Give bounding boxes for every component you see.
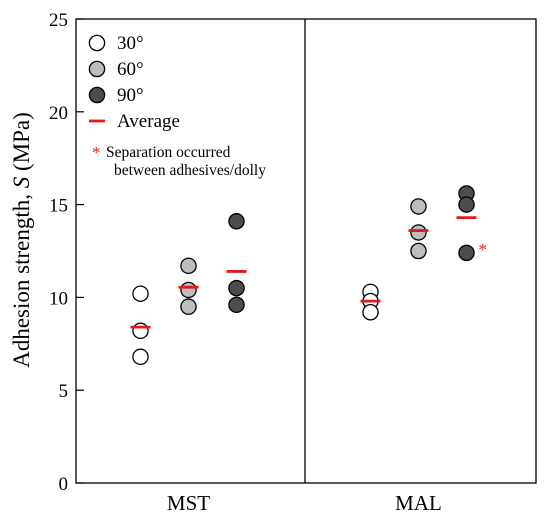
legend-marker <box>88 34 106 52</box>
legend-label: 60° <box>117 59 144 80</box>
y-tick-label: 10 <box>49 288 68 309</box>
legend-label: 90° <box>117 85 144 106</box>
data-point <box>180 298 197 315</box>
data-point <box>132 322 149 340</box>
y-tick-label: 5 <box>59 381 69 402</box>
plot-frame <box>75 18 537 484</box>
x-category-label: MST <box>167 491 210 515</box>
data-point <box>458 244 475 262</box>
data-marks: * <box>130 185 488 366</box>
y-axis-label-variable: S <box>9 176 34 188</box>
data-point <box>228 296 245 314</box>
data-point <box>410 224 427 241</box>
data-point <box>228 213 245 230</box>
y-tick-label: 0 <box>59 474 69 495</box>
data-point <box>132 285 149 302</box>
note-line-2: between adhesives/dolly <box>114 162 266 179</box>
y-axis-label-prefix: Adhesion strength, <box>9 194 34 368</box>
data-point <box>362 303 379 321</box>
data-point <box>410 242 427 260</box>
separation-asterisk: * <box>479 240 488 259</box>
x-axis-categories: MST MAL <box>167 491 442 515</box>
legend-marker <box>88 60 106 78</box>
y-axis-label-unit: (MPa) <box>9 112 34 171</box>
y-axis-label: Adhesion strength, S (MPa) <box>9 112 34 368</box>
legend-marker <box>88 86 106 104</box>
legend-average-label: Average <box>117 111 180 132</box>
y-axis-ticks: 0 5 10 15 20 25 <box>49 10 84 495</box>
y-tick-label: 25 <box>49 10 68 31</box>
data-point <box>132 348 149 366</box>
note-asterisk: * <box>92 143 101 162</box>
x-category-label: MAL <box>395 491 442 515</box>
data-point <box>458 196 475 213</box>
data-point <box>228 279 245 297</box>
data-point <box>410 198 427 215</box>
data-point <box>180 281 197 299</box>
legend-label: 30° <box>117 33 144 54</box>
note-line-1: Separation occurred <box>106 144 231 161</box>
data-point <box>180 257 197 275</box>
y-tick-label: 20 <box>49 103 68 124</box>
y-tick-label: 15 <box>49 196 68 217</box>
plot-border <box>75 18 537 484</box>
legend: 30° 60° 90° Average * Separation occurredbetw… <box>88 33 266 179</box>
